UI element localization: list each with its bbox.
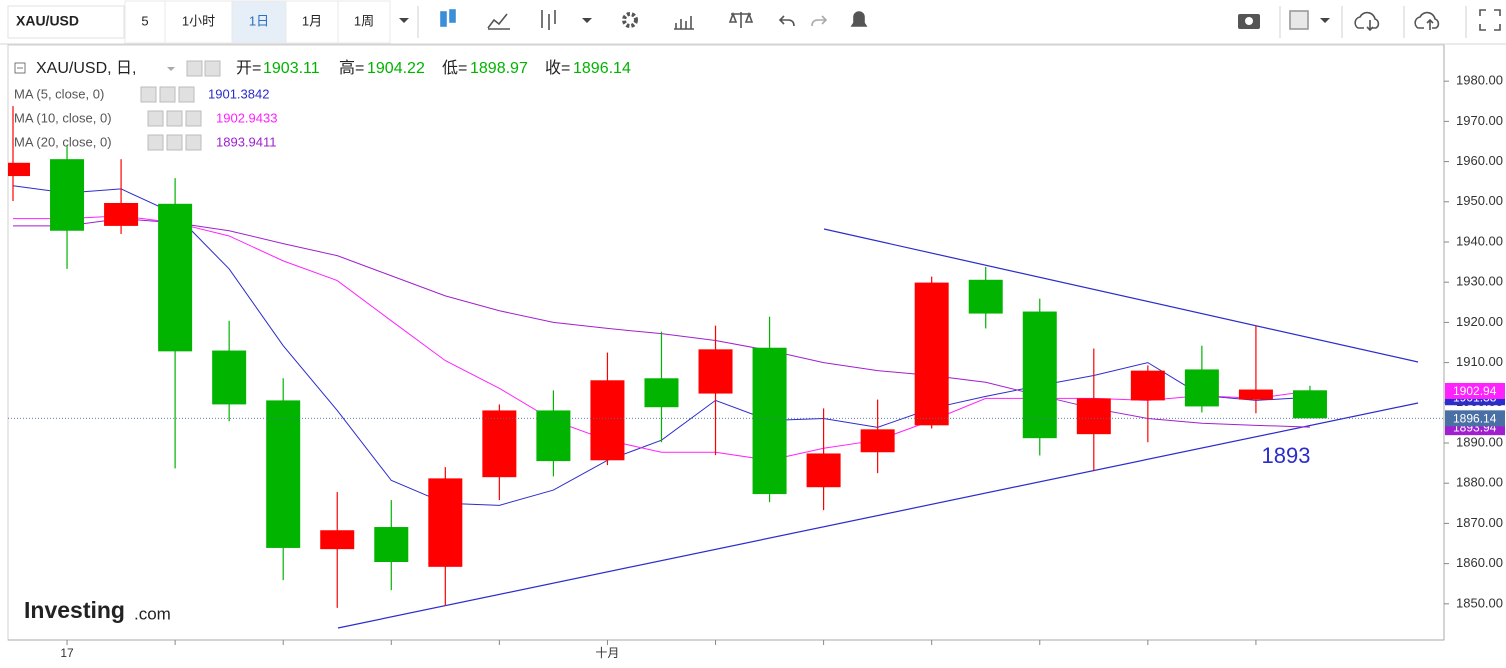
candle-body <box>968 279 1003 314</box>
price-badge <box>1445 382 1505 399</box>
candle-body <box>1076 398 1111 435</box>
candle-body <box>1292 390 1327 419</box>
legend-icons <box>14 60 221 151</box>
y-tick-label: 1910.00 <box>1456 354 1503 369</box>
ohlc-value: 1903.11 <box>263 60 320 77</box>
y-tick-label: 1890.00 <box>1456 434 1503 449</box>
candle-body <box>590 380 625 461</box>
y-tick-label: 1940.00 <box>1456 233 1503 248</box>
interval-label: 1日 <box>249 13 269 28</box>
legend-title: XAU/USD, 日, <box>36 60 136 77</box>
candle-body <box>8 162 30 177</box>
price-badge <box>1445 410 1505 427</box>
y-tick-label: 1980.00 <box>1456 73 1503 88</box>
candle-body <box>212 350 247 405</box>
candle-body <box>536 410 571 462</box>
legend-value: 1902.9433 <box>216 110 277 125</box>
y-tick-label: 1870.00 <box>1456 515 1503 530</box>
x-tick-label: 十月 <box>595 646 619 660</box>
candle-body <box>698 349 733 394</box>
toolbar-icons <box>399 6 1501 38</box>
ohlc-label: 低= <box>442 59 467 77</box>
ohlc-value: 1904.22 <box>367 60 425 77</box>
y-tick-label: 1850.00 <box>1456 595 1503 610</box>
candle-body <box>266 400 301 548</box>
legend-value: 1893.9411 <box>216 134 277 149</box>
legend-label: MA (5, close, 0) <box>14 86 104 101</box>
watermark: Investing <box>24 597 125 623</box>
price-badge-label: 1896.14 <box>1453 411 1497 425</box>
trendlines <box>337 228 1419 629</box>
trendline <box>823 228 1419 363</box>
y-tick-label: 1880.00 <box>1456 475 1503 490</box>
ohlc-label: 收= <box>545 59 570 77</box>
interval-label: 1月 <box>302 13 322 28</box>
candle-body <box>1022 311 1057 439</box>
y-tick-label: 1950.00 <box>1456 193 1503 208</box>
annotation: 1893 <box>1262 443 1311 468</box>
ohlc-value: 1898.97 <box>470 60 528 77</box>
candle-body <box>1184 369 1219 407</box>
candle-body <box>644 378 679 408</box>
candle-body <box>1238 389 1273 400</box>
interval-button[interactable] <box>337 0 391 44</box>
interval-label: 1周 <box>354 13 374 28</box>
legend-label: MA (20, close, 0) <box>14 134 112 149</box>
candle-body <box>914 282 949 426</box>
candle-body <box>320 530 355 550</box>
candle-body <box>374 527 409 563</box>
interval-button[interactable] <box>231 0 287 44</box>
candle-body <box>806 453 841 488</box>
ohlc-label: 高= <box>339 59 364 77</box>
interval-button[interactable] <box>285 0 339 44</box>
x-tick-label: 17 <box>60 646 74 660</box>
symbol: XAU/USD <box>16 13 79 29</box>
candle-body <box>752 347 787 495</box>
candle-body <box>1130 370 1165 401</box>
y-tick-label: 1860.00 <box>1456 555 1503 570</box>
candle-body <box>158 203 193 352</box>
ohlc-value: 1896.14 <box>573 60 631 77</box>
candle-body <box>50 159 85 231</box>
interval-button[interactable] <box>164 0 233 44</box>
plot <box>8 106 1327 608</box>
legend-value: 1901.3842 <box>208 86 269 101</box>
watermark: .com <box>134 604 171 623</box>
y-tick-label: 1970.00 <box>1456 113 1503 128</box>
candle-body <box>482 410 517 478</box>
ohlc-label: 开= <box>236 60 261 77</box>
y-tick-label: 1930.00 <box>1456 274 1503 289</box>
y-tick-label: 1960.00 <box>1456 153 1503 168</box>
trendline <box>337 402 1419 629</box>
y-tick-label: 1920.00 <box>1456 314 1503 329</box>
dropdown <box>167 67 175 71</box>
interval-label: 5 <box>141 13 148 28</box>
interval-label: 1小时 <box>182 13 215 28</box>
candle-body <box>104 202 139 226</box>
price-badge-label: 1902.94 <box>1453 384 1497 398</box>
candle-body <box>428 478 463 567</box>
legend-label: MA (10, close, 0) <box>14 110 112 125</box>
symbol-box <box>7 5 125 39</box>
candle-body <box>860 429 895 453</box>
interval-button[interactable] <box>124 0 166 44</box>
